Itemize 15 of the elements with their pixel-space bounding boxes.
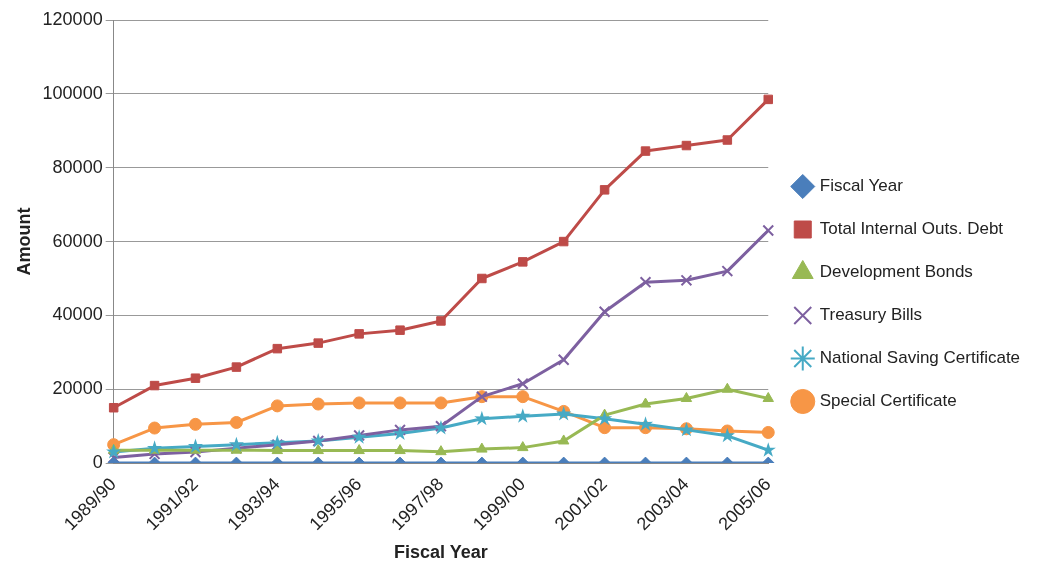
x-axis-title: Fiscal Year	[394, 542, 488, 563]
y-axis-title: Amount	[13, 207, 34, 276]
legend-label: National Saving Certificate	[819, 348, 1021, 368]
legend-label: Total Internal Outs. Debt	[819, 219, 1004, 239]
y-tick-label: 20000	[52, 378, 103, 399]
y-tick-label: 120000	[42, 8, 103, 29]
legend-label: Special Certificate	[819, 391, 957, 411]
legend-label: Treasury Bills	[819, 305, 923, 325]
y-tick-label: 60000	[52, 230, 103, 251]
legend-label: Fiscal Year	[819, 176, 904, 196]
y-tick-label: 100000	[42, 82, 103, 103]
legend-label: Development Bonds	[819, 262, 973, 282]
y-tick-label: 0	[92, 452, 103, 473]
y-tick-label: 40000	[52, 304, 103, 325]
y-tick-label: 80000	[52, 156, 103, 177]
